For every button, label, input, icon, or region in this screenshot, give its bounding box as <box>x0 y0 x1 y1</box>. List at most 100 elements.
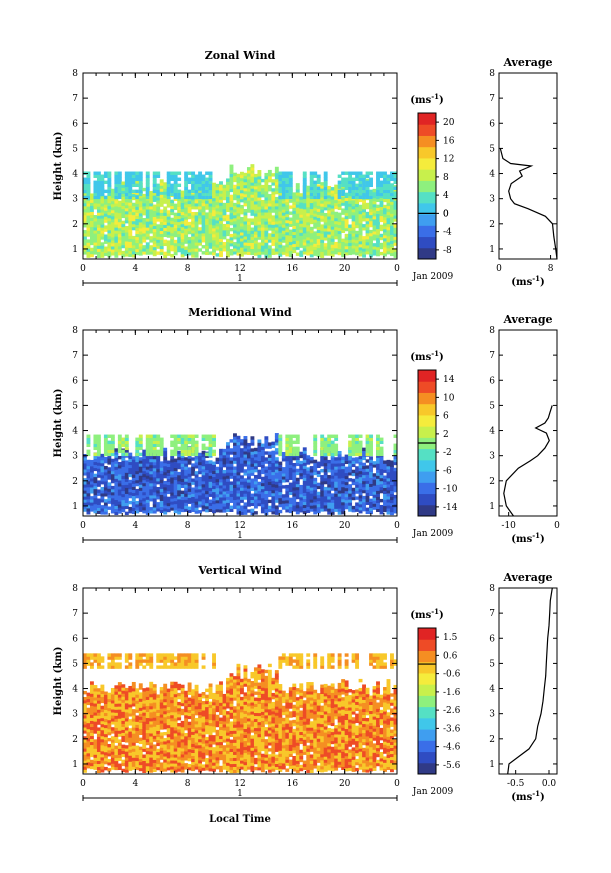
heatmap-cell <box>184 496 189 500</box>
heatmap-cell <box>250 436 255 440</box>
heatmap-cell <box>89 205 94 209</box>
heatmap-cell <box>358 210 363 215</box>
heatmap-cell <box>288 485 293 490</box>
heatmap-cell <box>355 452 360 457</box>
heatmap-cell <box>110 191 115 196</box>
heatmap-cell <box>177 227 182 232</box>
heatmap-cell <box>309 192 314 197</box>
colorbar-tick-label: 8 <box>443 173 449 183</box>
heatmap-cell <box>110 218 115 223</box>
heatmap-cell <box>330 505 335 509</box>
heatmap-cell <box>107 229 112 234</box>
heatmap-cell <box>152 479 157 484</box>
heatmap-cell <box>288 174 293 178</box>
heatmap-cell <box>302 477 307 481</box>
heatmap-cell <box>278 488 283 493</box>
heatmap-cell <box>145 212 150 216</box>
heatmap-cell <box>93 230 98 234</box>
heatmap-cell <box>313 468 318 473</box>
heatmap-cell <box>201 474 206 479</box>
heatmap-cell <box>103 459 108 464</box>
heatmap-cell <box>103 252 108 256</box>
heatmap-cell <box>257 496 262 501</box>
heatmap-cell <box>89 738 94 743</box>
heatmap-cell <box>152 434 157 438</box>
heatmap-cell <box>103 434 108 438</box>
heatmap-cell <box>149 227 154 231</box>
heatmap-cell <box>93 760 98 764</box>
heatmap-cell <box>372 237 377 241</box>
heatmap-cell <box>229 243 234 247</box>
heatmap-cell <box>278 177 283 181</box>
heatmap-cell <box>117 195 122 200</box>
heatmap-cell <box>313 510 318 515</box>
heatmap-cell <box>285 180 290 184</box>
heatmap-cell <box>124 505 129 510</box>
heatmap-cell <box>386 499 391 503</box>
heatmap-cell <box>208 251 213 255</box>
heatmap-cell <box>135 195 140 200</box>
heatmap-cell <box>369 486 373 490</box>
heatmap-cell <box>110 252 115 256</box>
heatmap-cell <box>131 477 136 481</box>
heatmap-cell <box>152 243 157 248</box>
heatmap-cell <box>320 236 325 240</box>
heatmap-cell <box>250 236 255 240</box>
heatmap-cell <box>330 481 335 485</box>
heatmap-cell <box>337 502 342 506</box>
heatmap-cell <box>264 460 269 464</box>
heatmap-cell <box>309 466 314 470</box>
heatmap-cell <box>250 502 255 507</box>
heatmap-cell <box>177 236 182 241</box>
heatmap-cell <box>110 437 115 441</box>
heatmap-cell <box>114 463 119 467</box>
heatmap-cell <box>299 484 304 489</box>
heatmap-cell <box>313 246 318 250</box>
heatmap-cell <box>330 440 335 445</box>
heatmap-cell <box>299 220 304 224</box>
heatmap-cell <box>89 732 94 737</box>
heatmap-cell <box>372 503 377 507</box>
profile-x-tick-label: -10 <box>501 521 516 531</box>
heatmap-cell <box>100 659 105 663</box>
heatmap-cell <box>264 209 269 213</box>
heatmap-cell <box>257 197 262 201</box>
heatmap-cell <box>302 174 307 178</box>
heatmap-cell <box>306 230 311 235</box>
heatmap-cell <box>159 194 164 198</box>
heatmap-cell <box>271 194 276 198</box>
heatmap-cell <box>393 209 398 213</box>
heatmap-cell <box>393 186 398 191</box>
heatmap-cell <box>376 484 380 488</box>
heatmap-cell <box>114 457 119 461</box>
heatmap-cell <box>128 488 133 493</box>
heatmap-cell <box>114 230 119 234</box>
heatmap-cell <box>288 235 293 240</box>
heatmap-cell <box>205 484 209 489</box>
heatmap-cell <box>299 472 304 477</box>
heatmap-cell <box>386 229 391 234</box>
heatmap-cell <box>369 510 373 515</box>
heatmap-cell <box>253 456 258 461</box>
heatmap-cell <box>191 463 196 467</box>
heatmap-cell <box>233 466 237 470</box>
heatmap-cell <box>100 233 105 237</box>
heatmap-cell <box>156 474 161 479</box>
heatmap-cell <box>240 457 244 461</box>
heatmap-cell <box>142 482 147 487</box>
heatmap-cell <box>180 454 185 458</box>
heatmap-cell <box>386 247 391 252</box>
heatmap-cell <box>173 473 178 478</box>
heatmap-cell <box>358 246 363 251</box>
heatmap-cell <box>327 188 332 193</box>
heatmap-cell <box>316 503 321 508</box>
heatmap-cell <box>107 186 112 191</box>
heatmap-cell <box>93 248 98 252</box>
heatmap-cell <box>131 459 136 463</box>
heatmap-cell <box>271 480 276 485</box>
heatmap-cell <box>86 501 91 506</box>
heatmap-cell <box>89 747 94 752</box>
heatmap-cell <box>243 199 248 204</box>
heatmap-cell <box>327 210 332 214</box>
heatmap-cell <box>114 236 119 240</box>
